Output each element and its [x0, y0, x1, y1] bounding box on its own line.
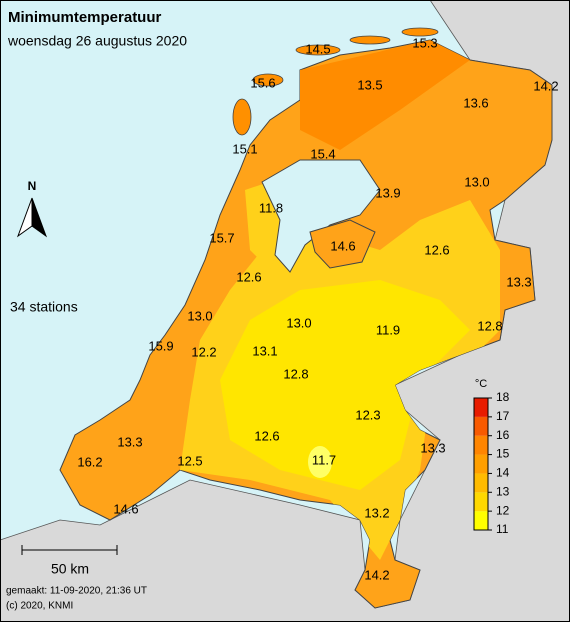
station-value: 14.5 — [305, 41, 330, 56]
station-value: 12.6 — [236, 269, 261, 284]
north-arrow — [16, 197, 48, 238]
legend-swatch — [474, 398, 488, 417]
legend-tick-label: 14 — [496, 466, 510, 480]
legend-unit: °C — [475, 378, 487, 390]
footer-line: (c) 2020, KNMI — [6, 601, 73, 612]
station-value: 13.2 — [364, 505, 389, 520]
legend-tick-label: 13 — [496, 484, 510, 498]
station-value: 12.8 — [477, 318, 502, 333]
title: Minimumtemperatuur — [8, 9, 162, 26]
legend-swatch — [474, 492, 488, 512]
station-value: 12.5 — [177, 453, 202, 468]
zone-coast — [300, 40, 470, 150]
legend-swatch — [474, 473, 488, 493]
station-value: 11.7 — [312, 452, 336, 467]
legend-tick-label: 18 — [496, 390, 510, 404]
station-value: 13.1 — [252, 343, 277, 358]
legend-tick-label: 15 — [496, 447, 510, 461]
station-value: 13.9 — [375, 185, 400, 200]
footer-line: gemaakt: 11-09-2020, 21:36 UT — [6, 586, 147, 597]
station-value: 13.0 — [187, 308, 212, 323]
legend-tick-label: 11 — [496, 522, 509, 536]
legend-swatch — [474, 454, 488, 474]
scale-label: 50 km — [51, 561, 89, 577]
station-value: 15.6 — [250, 75, 275, 90]
station-value: 13.3 — [506, 274, 531, 289]
station-value: 12.6 — [254, 428, 279, 443]
ijsselmeer — [261, 159, 381, 273]
station-value: 16.2 — [77, 454, 102, 469]
station-value: 12.3 — [355, 407, 380, 422]
station-value: 15.9 — [148, 338, 173, 353]
station-value: 13.3 — [420, 440, 445, 455]
zone-11 — [308, 446, 332, 478]
station-value: 15.4 — [310, 146, 335, 161]
legend-swatch — [474, 416, 488, 436]
legend-tick-label: 17 — [496, 409, 510, 423]
station-value: 12.2 — [191, 344, 216, 359]
station-value: 14.2 — [364, 567, 389, 582]
station-value: 14.2 — [533, 78, 558, 93]
station-value: 14.6 — [330, 238, 355, 253]
station-value: 13.0 — [464, 174, 489, 189]
legend-frame — [473, 397, 489, 531]
station-value: 13.5 — [357, 77, 382, 92]
station-value: 13.6 — [463, 95, 488, 110]
legend-swatch — [474, 511, 488, 530]
station-value: 13.0 — [286, 315, 311, 330]
station-value: 12.6 — [424, 242, 449, 257]
north-label: N — [28, 179, 37, 193]
legend-swatch — [474, 435, 488, 455]
station-value: 15.1 — [232, 141, 257, 156]
legend-tick-label: 16 — [496, 428, 510, 442]
flevoland — [309, 219, 376, 269]
station-value: 15.7 — [209, 230, 234, 245]
station-value: 11.8 — [259, 200, 283, 215]
legend-tick-label: 12 — [496, 503, 510, 517]
station-value: 13.3 — [117, 434, 142, 449]
zone-12 — [220, 280, 470, 490]
subtitle: woensdag 26 augustus 2020 — [7, 33, 187, 49]
station-value: 12.8 — [283, 366, 308, 381]
wadden-islands — [232, 27, 439, 136]
stations-count: 34 stations — [10, 299, 78, 315]
station-value: 15.3 — [412, 35, 437, 50]
temperature-field — [180, 40, 500, 560]
station-value: 14.6 — [113, 501, 138, 516]
station-value: 11.9 — [376, 322, 400, 337]
